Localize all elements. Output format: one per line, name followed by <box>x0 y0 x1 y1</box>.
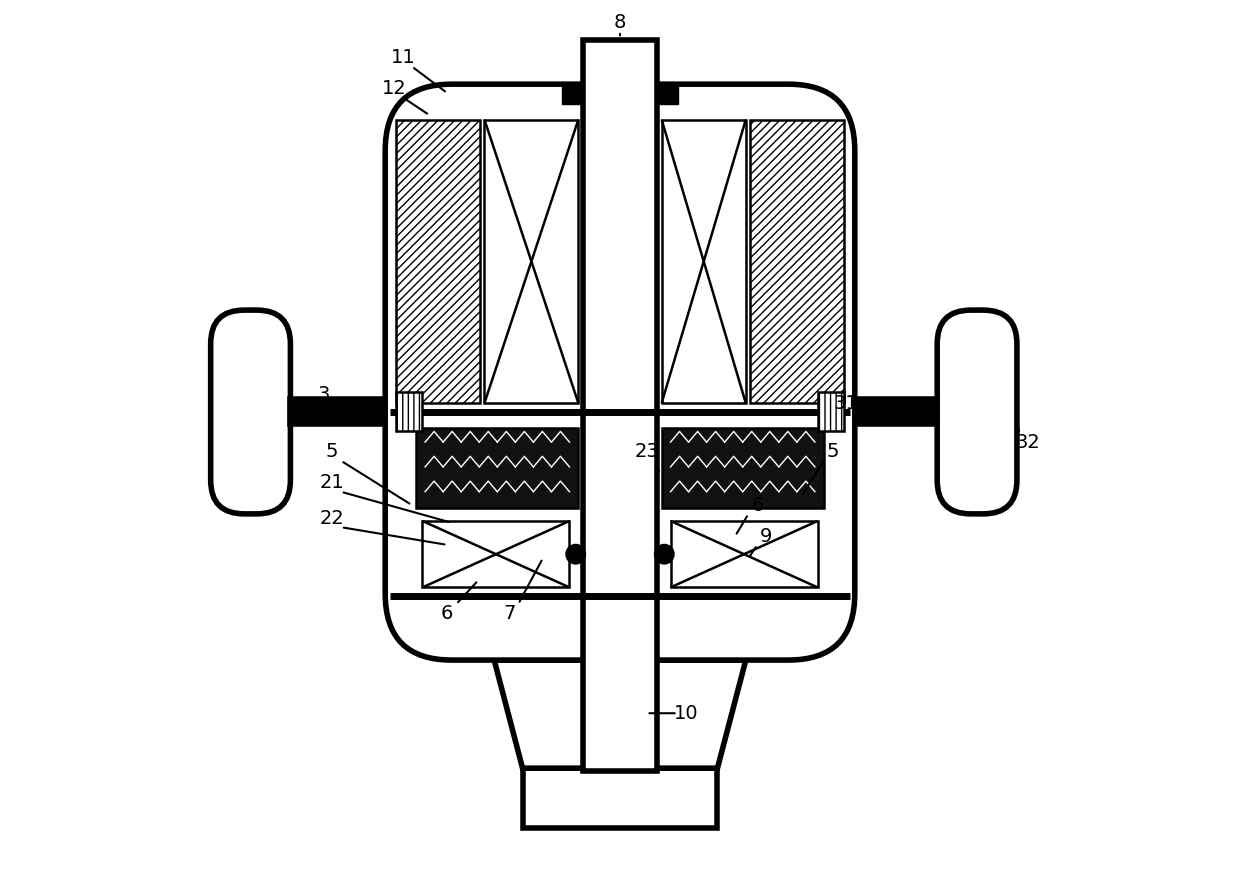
Text: 22: 22 <box>320 509 345 528</box>
Text: 5: 5 <box>826 442 839 462</box>
Bar <box>854 399 937 424</box>
Text: 9: 9 <box>760 526 773 546</box>
Text: 3: 3 <box>317 385 330 404</box>
Bar <box>396 392 423 431</box>
FancyBboxPatch shape <box>386 84 854 660</box>
Bar <box>658 84 678 104</box>
Text: 31: 31 <box>833 393 858 413</box>
Text: 21: 21 <box>320 473 345 493</box>
Text: 7: 7 <box>503 603 516 623</box>
Bar <box>417 428 578 508</box>
Circle shape <box>655 544 675 564</box>
Text: 5: 5 <box>326 442 339 462</box>
FancyBboxPatch shape <box>937 310 1017 514</box>
Bar <box>562 84 582 104</box>
Bar <box>662 120 745 403</box>
Circle shape <box>565 544 585 564</box>
Bar <box>671 521 817 587</box>
Text: 6: 6 <box>751 495 764 515</box>
FancyBboxPatch shape <box>211 310 290 514</box>
Bar <box>522 768 718 828</box>
Bar <box>817 392 844 431</box>
Text: 10: 10 <box>675 703 699 723</box>
Bar <box>423 521 569 587</box>
Bar <box>290 399 386 424</box>
Text: 23: 23 <box>634 442 658 462</box>
Bar <box>662 428 823 508</box>
Text: 11: 11 <box>391 48 415 67</box>
Bar <box>750 120 844 403</box>
Text: 32: 32 <box>1016 433 1040 453</box>
Bar <box>583 40 657 771</box>
Text: 12: 12 <box>382 79 407 98</box>
Polygon shape <box>495 660 745 768</box>
Bar <box>485 120 578 403</box>
Bar <box>396 120 480 403</box>
Text: 8: 8 <box>614 12 626 32</box>
Text: 6: 6 <box>441 603 454 623</box>
